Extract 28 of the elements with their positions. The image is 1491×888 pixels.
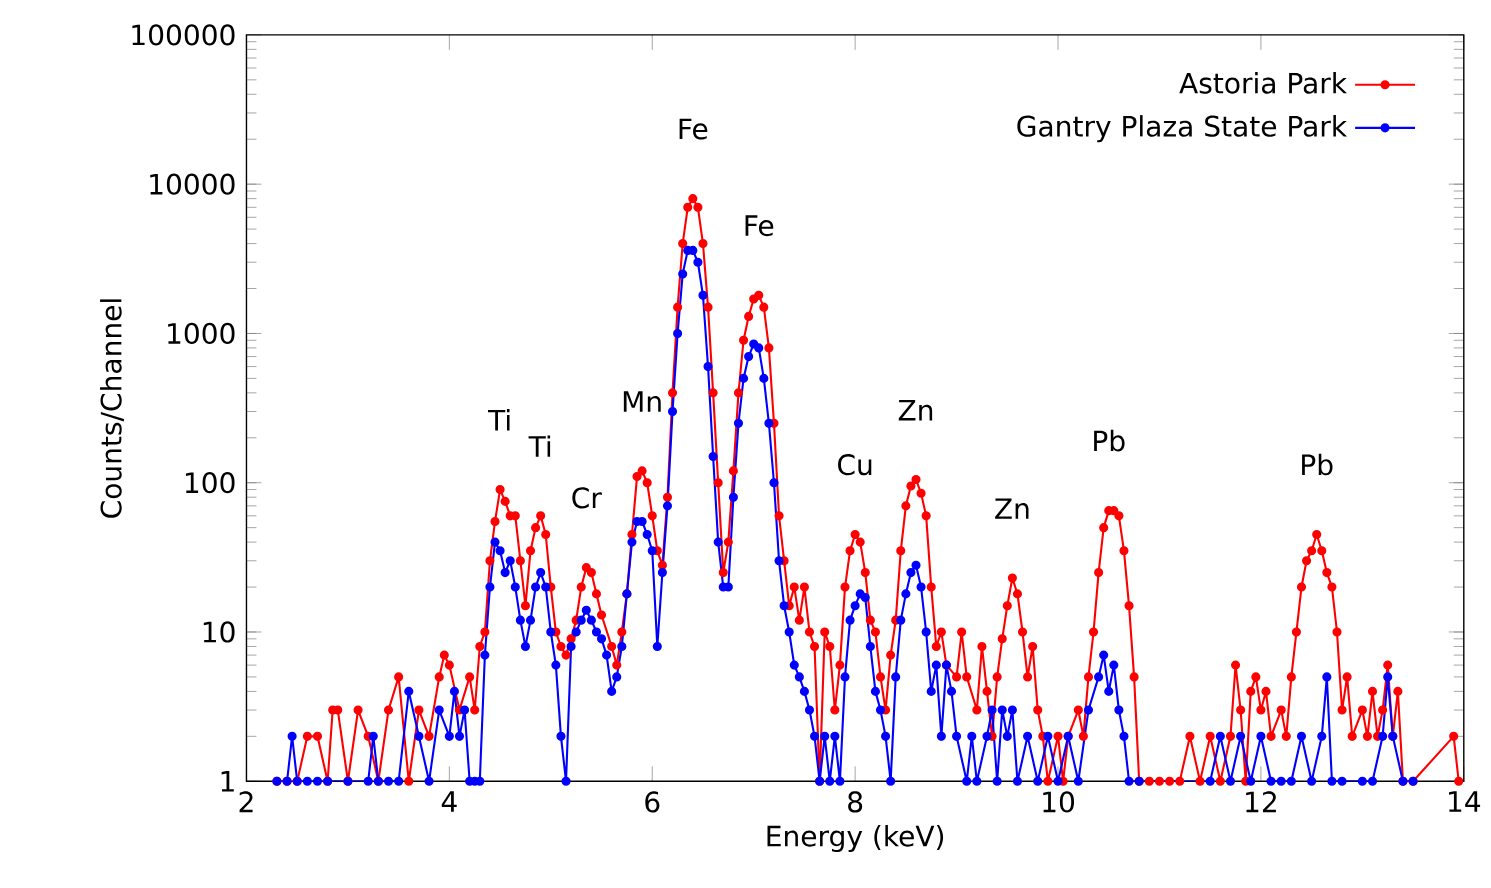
annotation: Cu: [838, 454, 872, 476]
annotation: Mn: [623, 391, 661, 412]
annotation: Ti: [528, 435, 551, 457]
annotation: Cr: [572, 487, 602, 509]
x-tick-label: 10: [1043, 791, 1075, 813]
y-tick-label: 100: [185, 472, 235, 494]
legend-label: Astoria Park: [1179, 72, 1347, 94]
y-tick-label: 1: [221, 771, 234, 792]
x-tick-label: 8: [848, 791, 863, 813]
annotation: Pb: [1094, 429, 1125, 452]
y-tick-label: 10: [203, 621, 235, 643]
y-tick-label: 1000: [168, 322, 235, 345]
y-tick-label: 100000: [132, 24, 235, 46]
x-tick-label: 4: [441, 791, 457, 812]
legend-label: Gantry Plaza State Park: [1017, 115, 1348, 143]
x-tick-label: 6: [645, 791, 660, 813]
y-axis-title: Counts/Channel: [100, 299, 124, 518]
annotation: Fe: [679, 118, 708, 140]
x-tick-label: 14: [1449, 791, 1481, 812]
annotation: Fe: [745, 215, 774, 237]
annotation: Pb: [1302, 453, 1333, 476]
y-tick-label: 10000: [150, 173, 235, 195]
x-tick-label: 12: [1246, 791, 1276, 813]
annotation: Ti: [487, 409, 510, 431]
annotation: Zn: [995, 498, 1029, 519]
annotation: Zn: [898, 399, 933, 421]
x-tick-label: 2: [239, 791, 253, 813]
x-axis-title: Energy (keV): [767, 824, 944, 853]
